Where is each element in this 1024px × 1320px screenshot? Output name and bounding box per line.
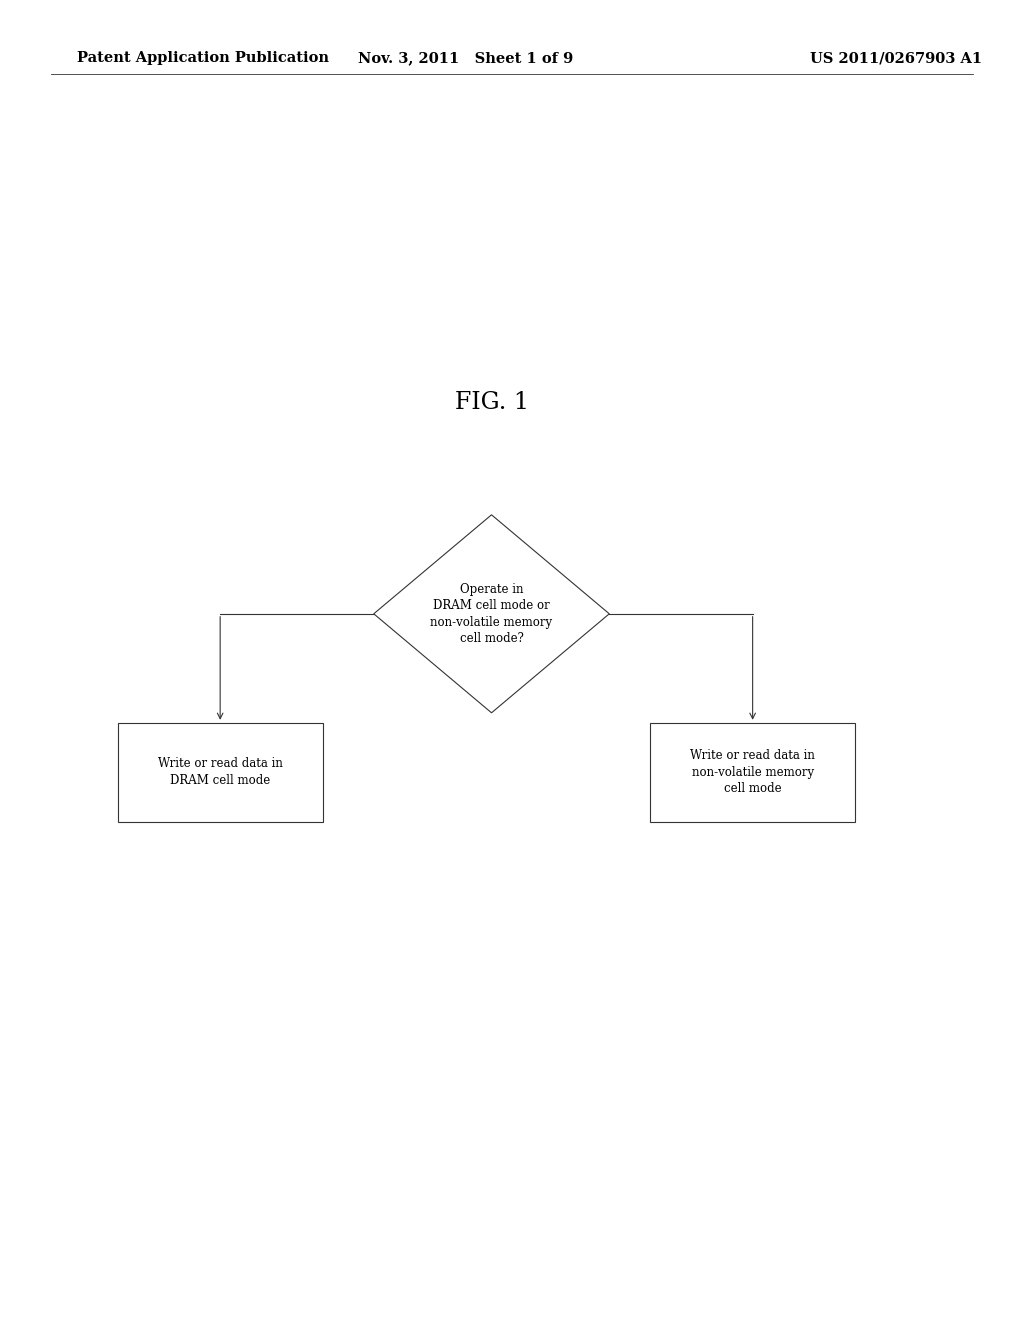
Text: Write or read data in
non-volatile memory
cell mode: Write or read data in non-volatile memor…	[690, 750, 815, 795]
Text: Patent Application Publication: Patent Application Publication	[77, 51, 329, 65]
Polygon shape	[374, 515, 609, 713]
Text: FIG. 1: FIG. 1	[455, 391, 528, 414]
Bar	[118, 722, 323, 821]
Bar	[650, 722, 855, 821]
Text: US 2011/0267903 A1: US 2011/0267903 A1	[810, 51, 982, 65]
Text: Operate in
DRAM cell mode or
non-volatile memory
cell mode?: Operate in DRAM cell mode or non-volatil…	[430, 582, 553, 645]
Text: Write or read data in
DRAM cell mode: Write or read data in DRAM cell mode	[158, 758, 283, 787]
Text: Nov. 3, 2011   Sheet 1 of 9: Nov. 3, 2011 Sheet 1 of 9	[358, 51, 573, 65]
